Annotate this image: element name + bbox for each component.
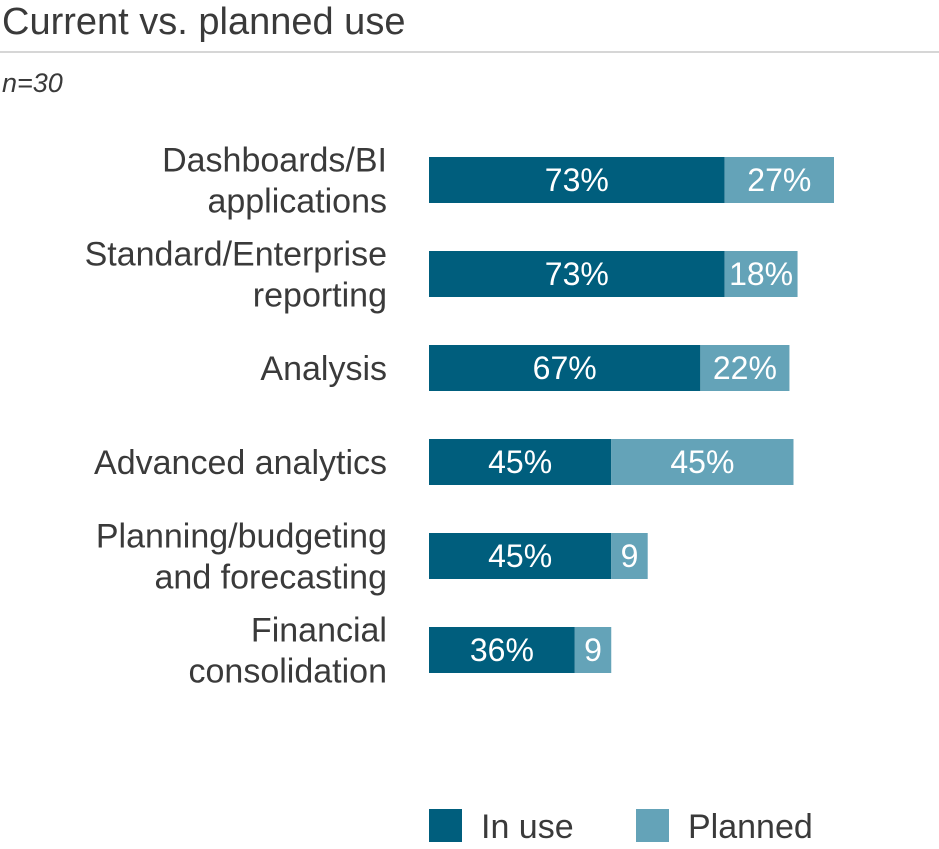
bar-segment-planned (611, 533, 648, 579)
data-label: 27% (747, 162, 811, 198)
data-label: 45% (488, 538, 552, 574)
chart-subtitle: n=30 (2, 68, 63, 98)
category-label: Analysis (260, 350, 387, 388)
data-label: 45% (488, 444, 552, 480)
data-label: 9 (621, 538, 639, 574)
bar-segment-in-use (429, 345, 701, 391)
bar-segment-planned (724, 157, 834, 203)
bar-segment-in-use (429, 251, 725, 297)
bar-segment-in-use (429, 533, 612, 579)
bar-segment-planned (611, 439, 794, 485)
category-label: Standard/Enterprise reporting (85, 236, 387, 315)
bar-segment-in-use (429, 157, 725, 203)
title-divider (0, 51, 939, 53)
legend-label-planned: Planned (688, 808, 813, 846)
data-label: 73% (545, 162, 609, 198)
data-label: 73% (545, 256, 609, 292)
data-label: 9 (584, 632, 602, 668)
bar-segment-in-use (429, 439, 612, 485)
bar-segment-planned (700, 345, 790, 391)
category-label: Planning/budgeting and forecasting (96, 518, 387, 597)
legend-swatch-planned (636, 809, 669, 842)
category-label: Dashboards/BI applications (162, 142, 387, 221)
data-label: 22% (713, 350, 777, 386)
category-label: Financial consolidation (189, 612, 387, 691)
category-label: Advanced analytics (94, 444, 387, 482)
bar-segment-in-use (429, 627, 575, 673)
legend: In use Planned (429, 808, 813, 846)
legend-swatch-in-use (429, 809, 462, 842)
data-label: 36% (470, 632, 534, 668)
bar-segment-planned (724, 251, 798, 297)
bars-group: Dashboards/BI applications 73% 27% Standard/… (85, 142, 834, 691)
data-label: 45% (670, 444, 734, 480)
bar-segment-planned (574, 627, 612, 673)
data-label: 18% (729, 256, 793, 292)
data-label: 67% (533, 350, 597, 386)
chart-title: Current vs. planned use (2, 1, 406, 43)
legend-label-in-use: In use (481, 808, 574, 846)
